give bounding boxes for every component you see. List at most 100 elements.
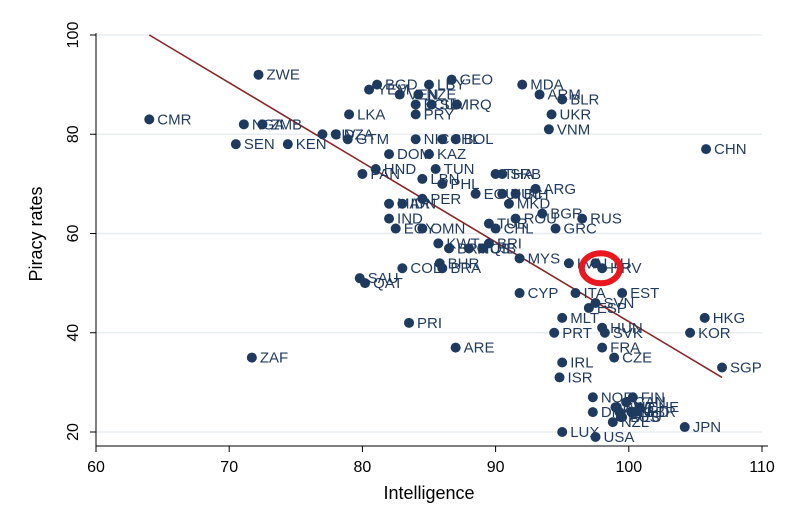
grid-lines — [96, 34, 762, 433]
point-label: BIH — [524, 186, 549, 203]
data-points — [144, 69, 728, 442]
data-point — [372, 79, 383, 90]
data-point — [450, 134, 461, 145]
point-label: USA — [604, 429, 635, 446]
point-label: LKA — [357, 106, 385, 123]
point-label: MYS — [528, 250, 561, 267]
point-label: JPN — [693, 419, 721, 436]
data-point — [549, 327, 560, 338]
point-label: NOR — [601, 389, 635, 406]
data-point — [417, 223, 428, 234]
point-label: ARE — [464, 340, 495, 357]
point-label: ITA — [584, 285, 606, 302]
point-label: IDN — [410, 196, 436, 213]
data-point — [557, 94, 568, 105]
point-label: HKG — [713, 310, 746, 327]
point-label: QAT — [373, 275, 403, 292]
point-label: UKR — [560, 106, 592, 123]
y-tick-label: 60 — [65, 225, 82, 243]
point-label: SVK — [613, 325, 643, 342]
point-label: KAZ — [437, 146, 466, 163]
x-tick-label: 100 — [615, 459, 642, 476]
point-label: BLR — [570, 92, 599, 109]
highlight-layer — [578, 250, 623, 287]
data-point — [570, 288, 581, 299]
point-label: THA — [504, 166, 534, 183]
point-label: KEN — [296, 136, 327, 153]
point-label: ROU — [524, 211, 557, 228]
axes: 20 40 60 80 100 60 70 80 90 100 110 — [65, 22, 775, 476]
x-axis-label: Intelligence — [383, 483, 474, 503]
point-label: IRQ — [465, 96, 492, 113]
y-tick-label: 100 — [65, 22, 82, 49]
data-point — [583, 302, 594, 313]
point-label: TUN — [444, 161, 475, 178]
data-point — [679, 422, 690, 433]
point-label: MUS — [477, 240, 510, 257]
point-label: MKD — [517, 196, 551, 213]
point-label: SVN — [604, 295, 635, 312]
point-label: NZE — [426, 87, 456, 104]
data-point — [330, 129, 341, 140]
data-point — [490, 223, 501, 234]
data-point — [534, 89, 545, 100]
fit-line — [148, 34, 723, 379]
data-point — [257, 119, 268, 130]
point-label: PRT — [562, 325, 592, 342]
data-point — [344, 109, 355, 120]
data-point — [230, 139, 241, 150]
data-point — [437, 263, 448, 274]
data-point — [144, 114, 155, 125]
x-tick-label: 110 — [749, 459, 775, 476]
point-label: ESP — [597, 300, 627, 317]
data-point — [384, 213, 395, 224]
data-point — [514, 288, 525, 299]
data-point — [497, 188, 508, 199]
point-label: BRN — [457, 240, 489, 257]
data-point — [451, 99, 462, 110]
data-point — [497, 168, 508, 179]
data-point — [587, 407, 598, 418]
point-label: GTM — [356, 131, 389, 148]
point-label: ZAF — [260, 350, 288, 367]
point-label: GEO — [460, 72, 493, 89]
point-label: CMR — [157, 111, 191, 128]
point-label: HUN — [610, 320, 643, 337]
highlight-ring — [578, 250, 623, 287]
y-tick-label: 20 — [65, 423, 82, 441]
data-point — [450, 342, 461, 353]
data-point — [517, 79, 528, 90]
point-label: NUC — [510, 186, 543, 203]
data-point — [610, 402, 621, 413]
point-label: DZA — [344, 126, 374, 143]
data-point — [433, 238, 444, 249]
y-tick-label: 40 — [65, 324, 82, 342]
data-point — [503, 198, 514, 209]
point-label: BOL — [464, 131, 494, 148]
point-label: PRI — [417, 315, 442, 332]
point-label: ARM — [548, 87, 581, 104]
data-point — [417, 173, 428, 184]
data-point — [550, 223, 561, 234]
point-label: LUX — [570, 424, 599, 441]
data-point — [463, 243, 474, 254]
point-label: DOM — [397, 146, 432, 163]
data-point — [557, 357, 568, 368]
data-point — [699, 312, 710, 323]
y-axis-label: Piracy rates — [26, 186, 46, 281]
point-label: MAR — [397, 196, 431, 213]
data-point — [410, 134, 421, 145]
data-point — [357, 168, 368, 179]
point-label: LBY — [437, 77, 465, 94]
data-point — [253, 69, 264, 80]
data-point — [390, 223, 401, 234]
data-point — [563, 258, 574, 269]
data-point — [437, 178, 448, 189]
data-point — [370, 163, 381, 174]
point-label: YEM — [377, 82, 410, 99]
data-point — [426, 99, 437, 110]
data-point — [587, 392, 598, 403]
data-point — [597, 342, 608, 353]
